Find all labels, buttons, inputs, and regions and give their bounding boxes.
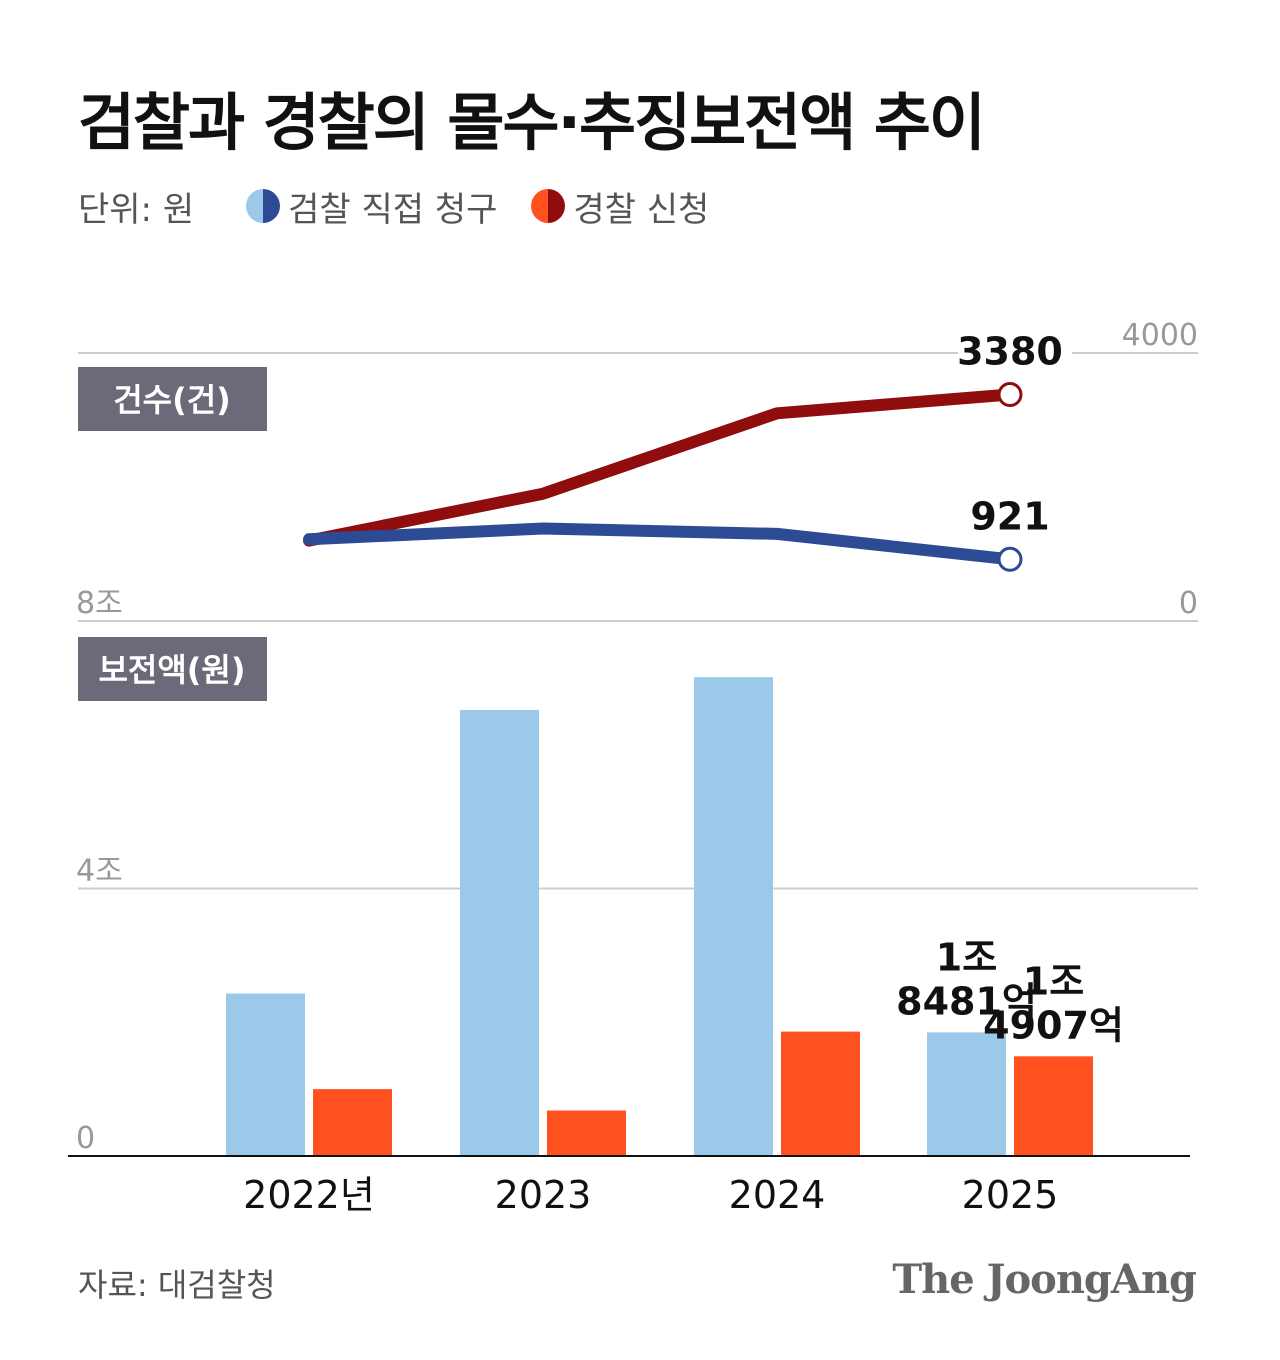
bar <box>1014 1056 1093 1156</box>
bar <box>226 993 305 1156</box>
bar <box>460 709 539 1156</box>
source-note: 자료: 대검찰청 <box>78 1266 276 1304</box>
bar <box>781 1031 860 1156</box>
end-point-marker <box>997 382 1023 408</box>
badge-amount-label: 보전액(원) <box>98 651 245 689</box>
page-title: 검찰과 경찰의 몰수·추징보전액 추이 <box>78 86 986 159</box>
tick-label: 0 <box>1179 586 1198 621</box>
legend-item-prosecution: 검찰 직접 청구 <box>246 182 497 231</box>
x-tick-label: 2022년 <box>243 1173 375 1217</box>
tick-label: 8조 <box>76 586 123 621</box>
legend-item-police: 경찰 신청 <box>531 182 709 231</box>
data-label: 921 <box>970 494 1049 538</box>
bar <box>547 1110 626 1156</box>
end-point-marker <box>997 546 1023 572</box>
data-label: 8481억 <box>896 979 1037 1023</box>
tick-label: 4000 <box>1122 318 1198 353</box>
legend: 단위: 원 검찰 직접 청구 경찰 신청 <box>78 182 743 231</box>
x-tick-label: 2023 <box>495 1173 592 1217</box>
brand-logo: The JoongAng <box>892 1256 1197 1303</box>
unit-label: 단위: 원 <box>78 189 195 230</box>
legend-label-police: 경찰 신청 <box>573 189 710 230</box>
series-line <box>303 522 1016 566</box>
combined-chart: 40000건수(건)33809218조4조0보전액(원)1조8481억1조490… <box>68 318 1198 1217</box>
x-tick-label: 2024 <box>729 1173 826 1217</box>
tick-label: 4조 <box>76 854 123 889</box>
half-circle-icon <box>246 189 281 223</box>
half-circle-icon <box>531 189 566 223</box>
data-label: 4907억 <box>983 1003 1124 1047</box>
badge-count <box>78 367 267 431</box>
bar <box>694 677 773 1156</box>
bar <box>927 1032 1006 1156</box>
bar <box>313 1089 392 1156</box>
tick-label: 0 <box>76 1121 95 1156</box>
badge-count-label: 건수(건) <box>113 381 231 419</box>
data-label: 1조 <box>1023 959 1084 1003</box>
data-label: 1조 <box>936 935 997 979</box>
badge-amount <box>78 637 267 701</box>
x-tick-label: 2025 <box>962 1173 1059 1217</box>
legend-label-prosecution: 검찰 직접 청구 <box>288 189 498 230</box>
series-line <box>303 388 1016 547</box>
data-label: 3380 <box>957 330 1063 374</box>
